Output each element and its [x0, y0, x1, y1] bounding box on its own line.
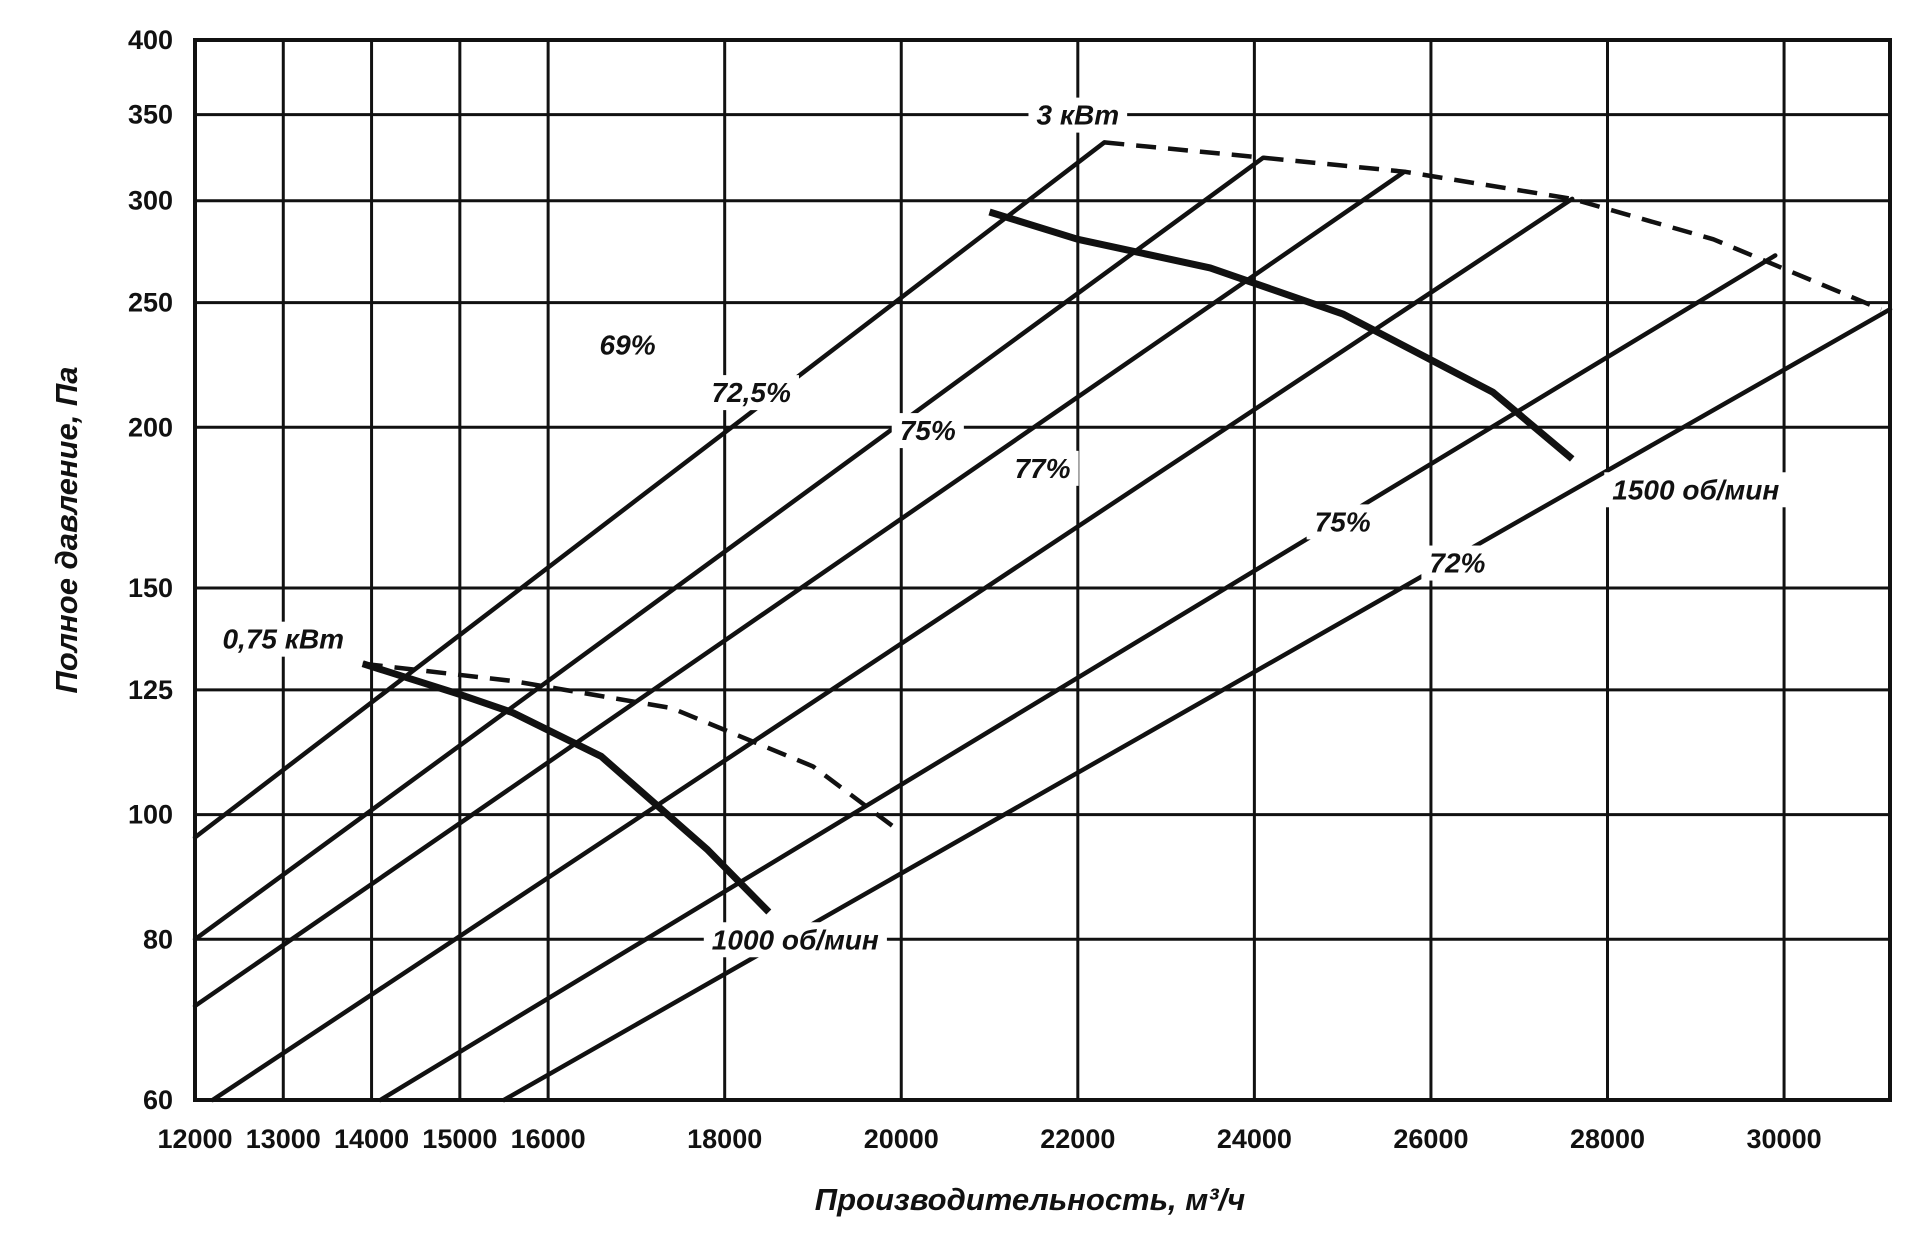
annotation-label: 3 кВт — [1028, 97, 1128, 133]
annotation-text: 75% — [1315, 506, 1371, 537]
y-tick-label: 125 — [128, 675, 173, 705]
power-curve — [1104, 140, 1883, 312]
x-tick-label: 26000 — [1393, 1124, 1468, 1154]
x-tick-label: 24000 — [1217, 1124, 1292, 1154]
annotation-label: 75% — [1306, 504, 1379, 540]
system-line — [210, 196, 1575, 1103]
y-tick-label: 150 — [128, 573, 173, 603]
annotation-label: 1000 об/мин — [703, 922, 887, 958]
annotation-label: 1500 об/мин — [1604, 472, 1788, 508]
system-line — [501, 307, 1893, 1103]
y-tick-label: 80 — [143, 924, 173, 954]
annotation-text: 75% — [900, 415, 956, 446]
system-line — [192, 155, 1266, 942]
y-tick-label: 400 — [128, 25, 173, 55]
annotation-bg — [1306, 504, 1379, 540]
annotation-label: 72% — [1421, 545, 1494, 581]
annotation-text: 3 кВт — [1036, 100, 1119, 131]
x-tick-label: 13000 — [246, 1124, 321, 1154]
annotation-bg — [591, 327, 664, 363]
annotation-label: 72,5% — [703, 375, 799, 411]
x-tick-label: 12000 — [157, 1124, 232, 1154]
system-lines-layer — [192, 140, 1893, 1103]
annotation-label: 0,75 кВт — [214, 621, 353, 657]
x-tick-label: 18000 — [687, 1124, 762, 1154]
annotation-text: 77% — [1014, 453, 1070, 484]
y-tick-label: 200 — [128, 412, 173, 442]
annotation-bg — [214, 621, 353, 657]
y-tick-label: 60 — [143, 1085, 173, 1115]
system-line — [192, 140, 1107, 840]
annotations-layer: 3 кВт 0,75 кВт 69% 72,5% 75% 77% 75% 72% 1500 об… — [214, 97, 1788, 958]
x-tick-label: 16000 — [511, 1124, 586, 1154]
annotation-bg — [891, 413, 964, 449]
annotation-text: 1500 об/мин — [1612, 474, 1779, 505]
frame-layer — [193, 38, 1892, 1102]
y-tick-label: 300 — [128, 186, 173, 216]
tick-labels-layer: 60 80 100 125 150 200 250 300 350 400 12000 13000 14… — [128, 25, 1822, 1154]
y-tick-label: 350 — [128, 100, 173, 130]
grid-layer — [195, 40, 1890, 1100]
annotation-text: 72% — [1429, 548, 1485, 579]
annotation-label: 77% — [1006, 450, 1079, 486]
x-tick-label: 14000 — [334, 1124, 409, 1154]
x-tick-label: 30000 — [1747, 1124, 1822, 1154]
x-tick-label: 22000 — [1040, 1124, 1115, 1154]
annotation-label: 75% — [891, 413, 964, 449]
x-axis-title: Производительность, м³/ч — [815, 1182, 1245, 1217]
plot-frame — [193, 38, 1892, 1102]
annotation-bg — [1006, 450, 1079, 486]
speed-curve — [988, 208, 1575, 462]
annotation-text: 1000 об/мин — [712, 924, 879, 955]
annotation-bg — [703, 922, 887, 958]
y-tick-label: 250 — [128, 288, 173, 318]
annotation-label: 69% — [591, 327, 664, 363]
annotation-bg — [703, 375, 799, 411]
annotation-text: 72,5% — [711, 377, 790, 408]
annotation-bg — [1604, 472, 1788, 508]
annotation-bg — [1421, 545, 1494, 581]
series-layer — [361, 140, 1883, 915]
x-tick-label: 20000 — [864, 1124, 939, 1154]
y-tick-label: 100 — [128, 800, 173, 830]
y-axis-title: Полное давление, Па — [49, 367, 84, 694]
speed-curve — [361, 660, 772, 915]
system-line — [378, 253, 1778, 1103]
x-tick-label: 15000 — [422, 1124, 497, 1154]
x-tick-label: 28000 — [1570, 1124, 1645, 1154]
annotation-bg — [1028, 97, 1128, 133]
system-line — [192, 169, 1407, 1009]
annotation-text: 0,75 кВт — [222, 624, 344, 655]
power-curve — [362, 661, 894, 828]
annotation-text: 69% — [600, 329, 656, 360]
